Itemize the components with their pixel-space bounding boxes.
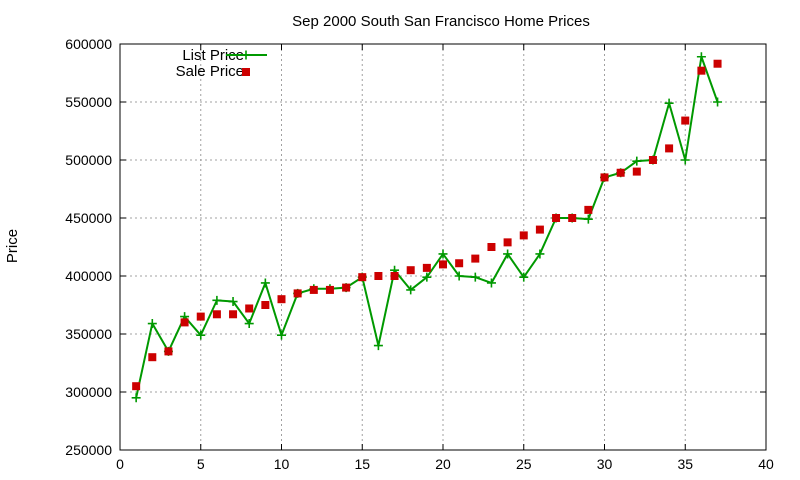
- sale-price-point: [261, 301, 270, 309]
- list-price-point: [503, 249, 513, 259]
- sale-price-point: [245, 304, 254, 313]
- sale-price-point: [535, 225, 544, 234]
- list-price-point: [131, 393, 141, 403]
- sale-price-point: [503, 238, 512, 247]
- sale-price-point: [180, 318, 189, 327]
- sale-price-point: [132, 382, 141, 391]
- y-tick-label: 400000: [65, 268, 112, 284]
- list-price-point: [228, 297, 238, 307]
- y-tick-label: 250000: [65, 442, 112, 458]
- legend-label-sale-price: Sale Price: [176, 63, 244, 80]
- list-price-point: [454, 271, 464, 281]
- sale-price-point: [325, 285, 334, 294]
- list-price-point: [260, 278, 270, 288]
- y-tick-label: 600000: [65, 36, 112, 52]
- sale-price-point: [374, 272, 383, 280]
- sale-price-point: [309, 285, 318, 294]
- sale-price-point: [277, 295, 286, 304]
- sale-price-point: [212, 310, 221, 319]
- y-tick-label: 550000: [65, 94, 112, 110]
- sale-price-point: [471, 254, 480, 263]
- list-price-point: [422, 272, 432, 282]
- sale-price-point: [406, 266, 415, 275]
- sale-price-point: [390, 272, 399, 280]
- list-price-point: [583, 214, 593, 224]
- x-tick-label: 40: [758, 456, 774, 472]
- list-price-point: [535, 249, 545, 259]
- list-price-point: [277, 330, 286, 340]
- list-price-point: [438, 249, 448, 259]
- x-tick-label: 30: [597, 456, 613, 472]
- legend-label-list-price: List Price: [182, 47, 244, 64]
- list-price-point: [519, 272, 529, 282]
- y-tick-label: 300000: [65, 384, 112, 400]
- list-price-point: [470, 272, 480, 282]
- sale-price-point: [148, 353, 157, 362]
- sale-price-point: [229, 310, 238, 319]
- x-tick-label: 0: [116, 456, 124, 472]
- x-tick-label: 10: [274, 456, 290, 472]
- x-tick-label: 25: [516, 456, 532, 472]
- list-price-point: [696, 52, 706, 62]
- list-price-point: [713, 97, 723, 107]
- legend-marker-sale-price: [242, 68, 250, 76]
- sale-price-point: [422, 263, 431, 272]
- list-price-point: [664, 98, 674, 108]
- list-price-point: [406, 285, 416, 295]
- sale-price-point: [439, 260, 447, 269]
- sale-price-point: [519, 231, 528, 240]
- y-tick-label: 350000: [65, 326, 112, 342]
- sale-price-point: [196, 312, 205, 321]
- chart-title: Sep 2000 South San Francisco Home Prices: [292, 13, 590, 30]
- series-layer: [131, 52, 723, 403]
- list-price-point: [244, 319, 254, 329]
- y-tick-label: 450000: [65, 210, 112, 226]
- sale-price-point: [600, 173, 609, 182]
- legend-marker-list-price: [241, 50, 251, 60]
- sale-price-point: [616, 168, 625, 177]
- x-tick-label: 5: [197, 456, 205, 472]
- sale-price-point: [342, 283, 351, 292]
- sale-price-point: [697, 66, 706, 75]
- list-price-point: [486, 278, 496, 288]
- axes: 250000 300000 350000 400000 450000 500000 5500…: [65, 36, 774, 472]
- sale-price-point: [487, 243, 496, 251]
- sale-price-point: [552, 214, 561, 222]
- sale-price-point: [164, 347, 173, 356]
- sale-price-point: [455, 259, 464, 268]
- list-price-point: [212, 295, 222, 305]
- x-tick-label: 20: [435, 456, 451, 472]
- list-price-point: [147, 319, 157, 329]
- sale-price-point: [713, 59, 722, 68]
- sale-price-point: [358, 273, 367, 282]
- y-axis-title: Price: [4, 229, 21, 263]
- x-tick-label: 35: [677, 456, 693, 472]
- sale-price-point: [584, 205, 593, 214]
- x-tick-label: 15: [354, 456, 370, 472]
- sale-price-point: [293, 289, 302, 298]
- list-price-point: [680, 155, 690, 165]
- sale-price-point: [632, 167, 641, 176]
- y-tick-label: 500000: [65, 152, 112, 168]
- sale-price-point: [681, 116, 690, 125]
- list-price-point: [632, 156, 642, 166]
- sale-price-point: [665, 144, 674, 153]
- list-price-point: [373, 341, 383, 351]
- list-price-point: [196, 330, 206, 340]
- sale-price-point: [568, 214, 577, 222]
- list-price-line: [135, 55, 719, 399]
- sale-price-point: [648, 156, 657, 164]
